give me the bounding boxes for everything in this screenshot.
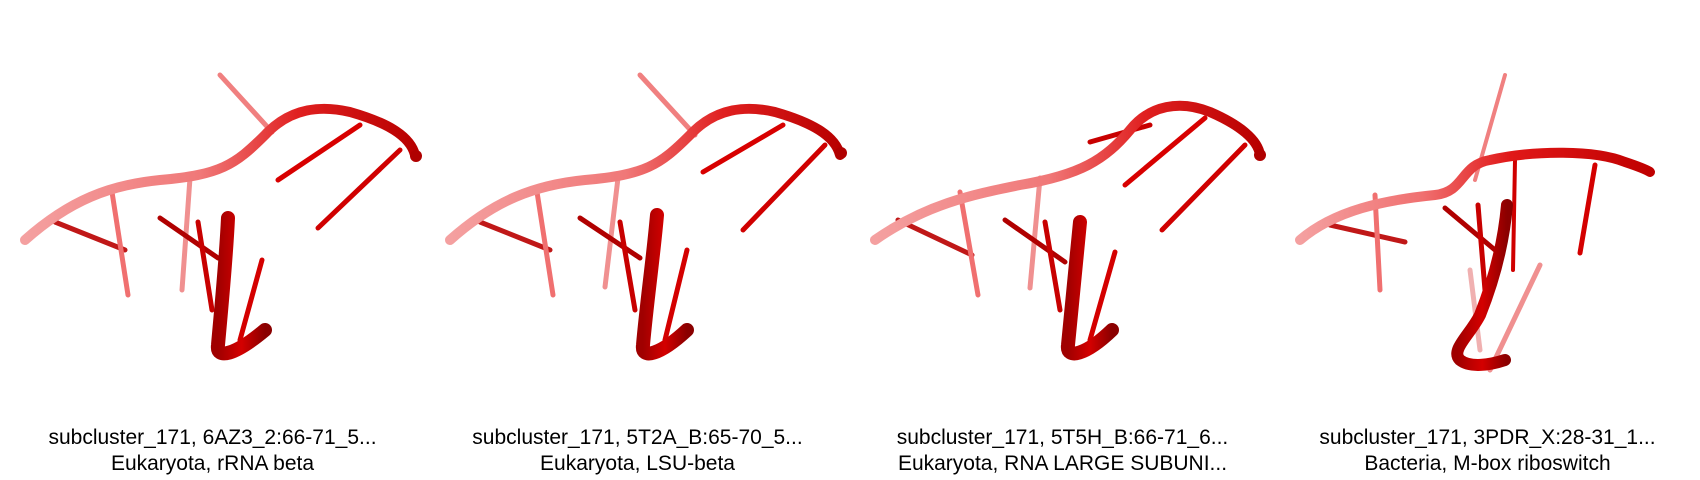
panel-caption: subcluster_171, 5T2A_B:65-70_5... Eukary… — [425, 425, 850, 477]
structure-panel[interactable]: subcluster_171, 5T5H_B:66-71_6... Eukary… — [850, 0, 1275, 480]
panel-title: subcluster_171, 5T2A_B:65-70_5... — [472, 426, 803, 449]
rna-structure-image — [20, 72, 422, 361]
panel-title: subcluster_171, 5T5H_B:66-71_6... — [896, 426, 1229, 449]
panel-subtitle: Bacteria, M-box riboswitch — [1364, 452, 1611, 475]
panel-title: subcluster_171, 3PDR_X:28-31_1... — [1319, 426, 1656, 449]
panel-subtitle: Eukaryota, RNA LARGE SUBUNI... — [897, 452, 1228, 475]
rna-structure-image — [445, 72, 847, 361]
structure-panel[interactable]: subcluster_171, 3PDR_X:28-31_1... Bacter… — [1275, 0, 1700, 480]
panel-caption: subcluster_171, 6AZ3_2:66-71_5... Eukary… — [0, 425, 425, 477]
panel-caption: subcluster_171, 5T5H_B:66-71_6... Eukary… — [850, 425, 1275, 477]
rna-structure-image — [1295, 73, 1655, 373]
panel-caption: subcluster_171, 3PDR_X:28-31_1... Bacter… — [1275, 425, 1700, 477]
structure-panel[interactable]: subcluster_171, 6AZ3_2:66-71_5... Eukary… — [0, 0, 425, 480]
panel-subtitle: Eukaryota, rRNA beta — [110, 452, 315, 475]
panel-title: subcluster_171, 6AZ3_2:66-71_5... — [48, 426, 377, 449]
rna-structure-image — [870, 100, 1266, 361]
structure-panel[interactable]: subcluster_171, 5T2A_B:65-70_5... Eukary… — [425, 0, 850, 480]
panel-subtitle: Eukaryota, LSU-beta — [540, 452, 735, 475]
